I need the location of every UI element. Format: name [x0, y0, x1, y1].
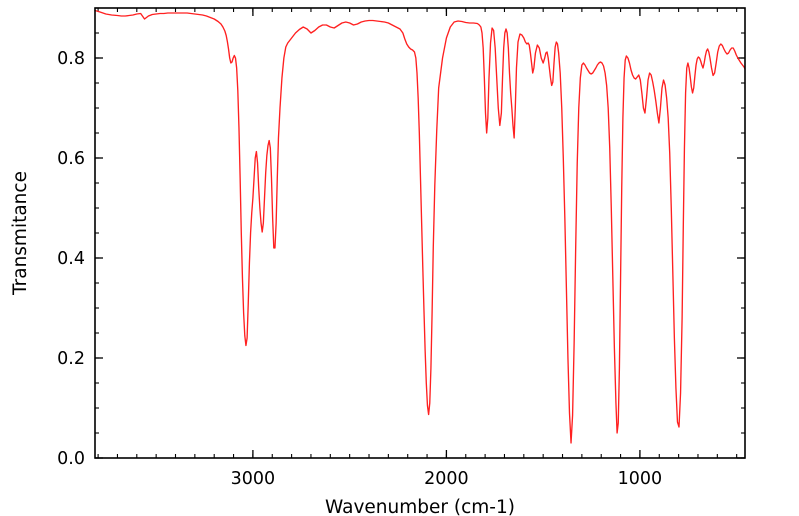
y-tick-label: 0.0 — [57, 449, 85, 469]
y-tick-label: 0.6 — [57, 149, 85, 169]
x-tick-label: 3000 — [231, 469, 276, 489]
x-tick-labels: 3000 2000 1000 — [231, 469, 663, 489]
plot-frame — [94, 7, 746, 459]
y-tick-labels: 0.0 0.2 0.4 0.6 0.8 — [57, 49, 85, 469]
x-tick-label: 1000 — [618, 469, 663, 489]
y-tick-label: 0.4 — [57, 249, 85, 269]
y-tick-label: 0.2 — [57, 349, 85, 369]
x-axis-title: Wavenumber (cm-1) — [325, 497, 515, 516]
y-tick-label: 0.8 — [57, 49, 85, 69]
spectrum-trace — [94, 9, 746, 444]
x-tick-label: 2000 — [424, 469, 469, 489]
y-axis-title: Transmitance — [10, 171, 31, 296]
x-major-ticks — [252, 8, 641, 458]
